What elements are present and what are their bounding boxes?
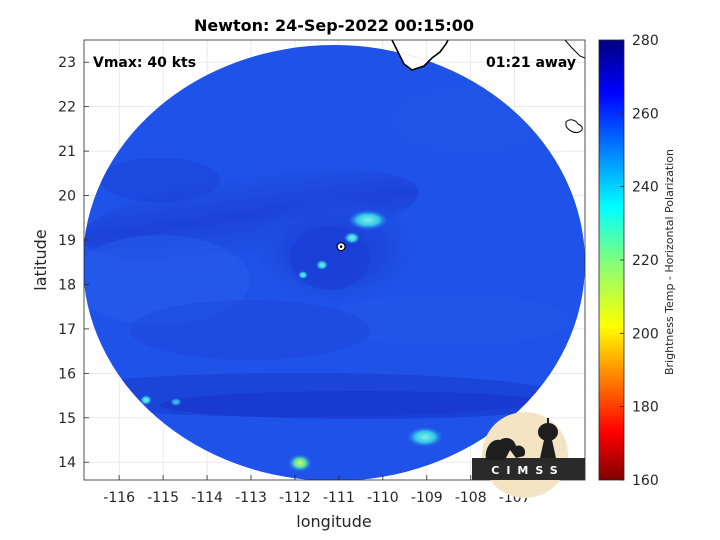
colorbar-label: Brightness Temp - Horizontal Polarizatio…: [663, 149, 676, 375]
x-axis-label: longitude: [296, 512, 371, 531]
y-axis-label: latitude: [31, 229, 50, 290]
y-tick-label: 20: [58, 189, 76, 205]
x-tick-label: -108: [455, 490, 487, 506]
colorbar-tick-label: 200: [632, 326, 659, 342]
cimss-logo: CIMSS: [472, 412, 585, 498]
logo-text: CIMSS: [491, 464, 564, 477]
colorbar-tick-label: 160: [632, 473, 659, 489]
y-tick-label: 16: [58, 366, 76, 382]
colorbar: [598, 39, 625, 481]
x-tick-label: -110: [367, 490, 399, 506]
colorbar-ticks: 160 180 200 220 240 260 280: [620, 33, 659, 489]
x-tick-label: -111: [323, 490, 355, 506]
y-tick-label: 22: [58, 100, 76, 116]
x-tick-label: -116: [103, 490, 135, 506]
satellite-dish-icon: [485, 438, 526, 460]
microwave-swath: [84, 40, 585, 480]
time-offset-annotation: 01:21 away: [486, 55, 576, 71]
water-tower-icon: [540, 440, 556, 458]
x-tick-label: -113: [235, 490, 267, 506]
vmax-annotation: Vmax: 40 kts: [93, 55, 196, 71]
colorbar-tick-label: 240: [632, 180, 659, 196]
x-tick-label: -115: [147, 490, 179, 506]
chart-title: Newton: 24-Sep-2022 00:15:00: [194, 16, 474, 35]
coastline: [391, 40, 449, 71]
colorbar-tick-label: 220: [632, 253, 659, 269]
x-tick-label: -114: [191, 490, 223, 506]
colorbar-tick-label: 280: [632, 33, 659, 49]
y-tick-label: 15: [58, 411, 76, 427]
y-tick-label: 17: [58, 322, 76, 338]
storm-center-dot: [339, 245, 343, 248]
colorbar-tick-label: 180: [632, 400, 659, 416]
island: [565, 119, 583, 133]
colorbar-tick-label: 260: [632, 106, 659, 122]
y-tick-label: 23: [58, 55, 76, 71]
axis-ticks: -116 -115 -114 -113 -112 -111 -110 -109 -108 -107…: [58, 55, 530, 506]
x-tick-label: -112: [279, 490, 311, 506]
y-tick-label: 21: [58, 144, 76, 160]
x-tick-label: -109: [411, 490, 443, 506]
y-tick-label: 14: [58, 455, 76, 471]
axes-frame: [83, 39, 586, 481]
y-tick-label: 18: [58, 277, 76, 293]
y-tick-label: 19: [58, 233, 76, 249]
